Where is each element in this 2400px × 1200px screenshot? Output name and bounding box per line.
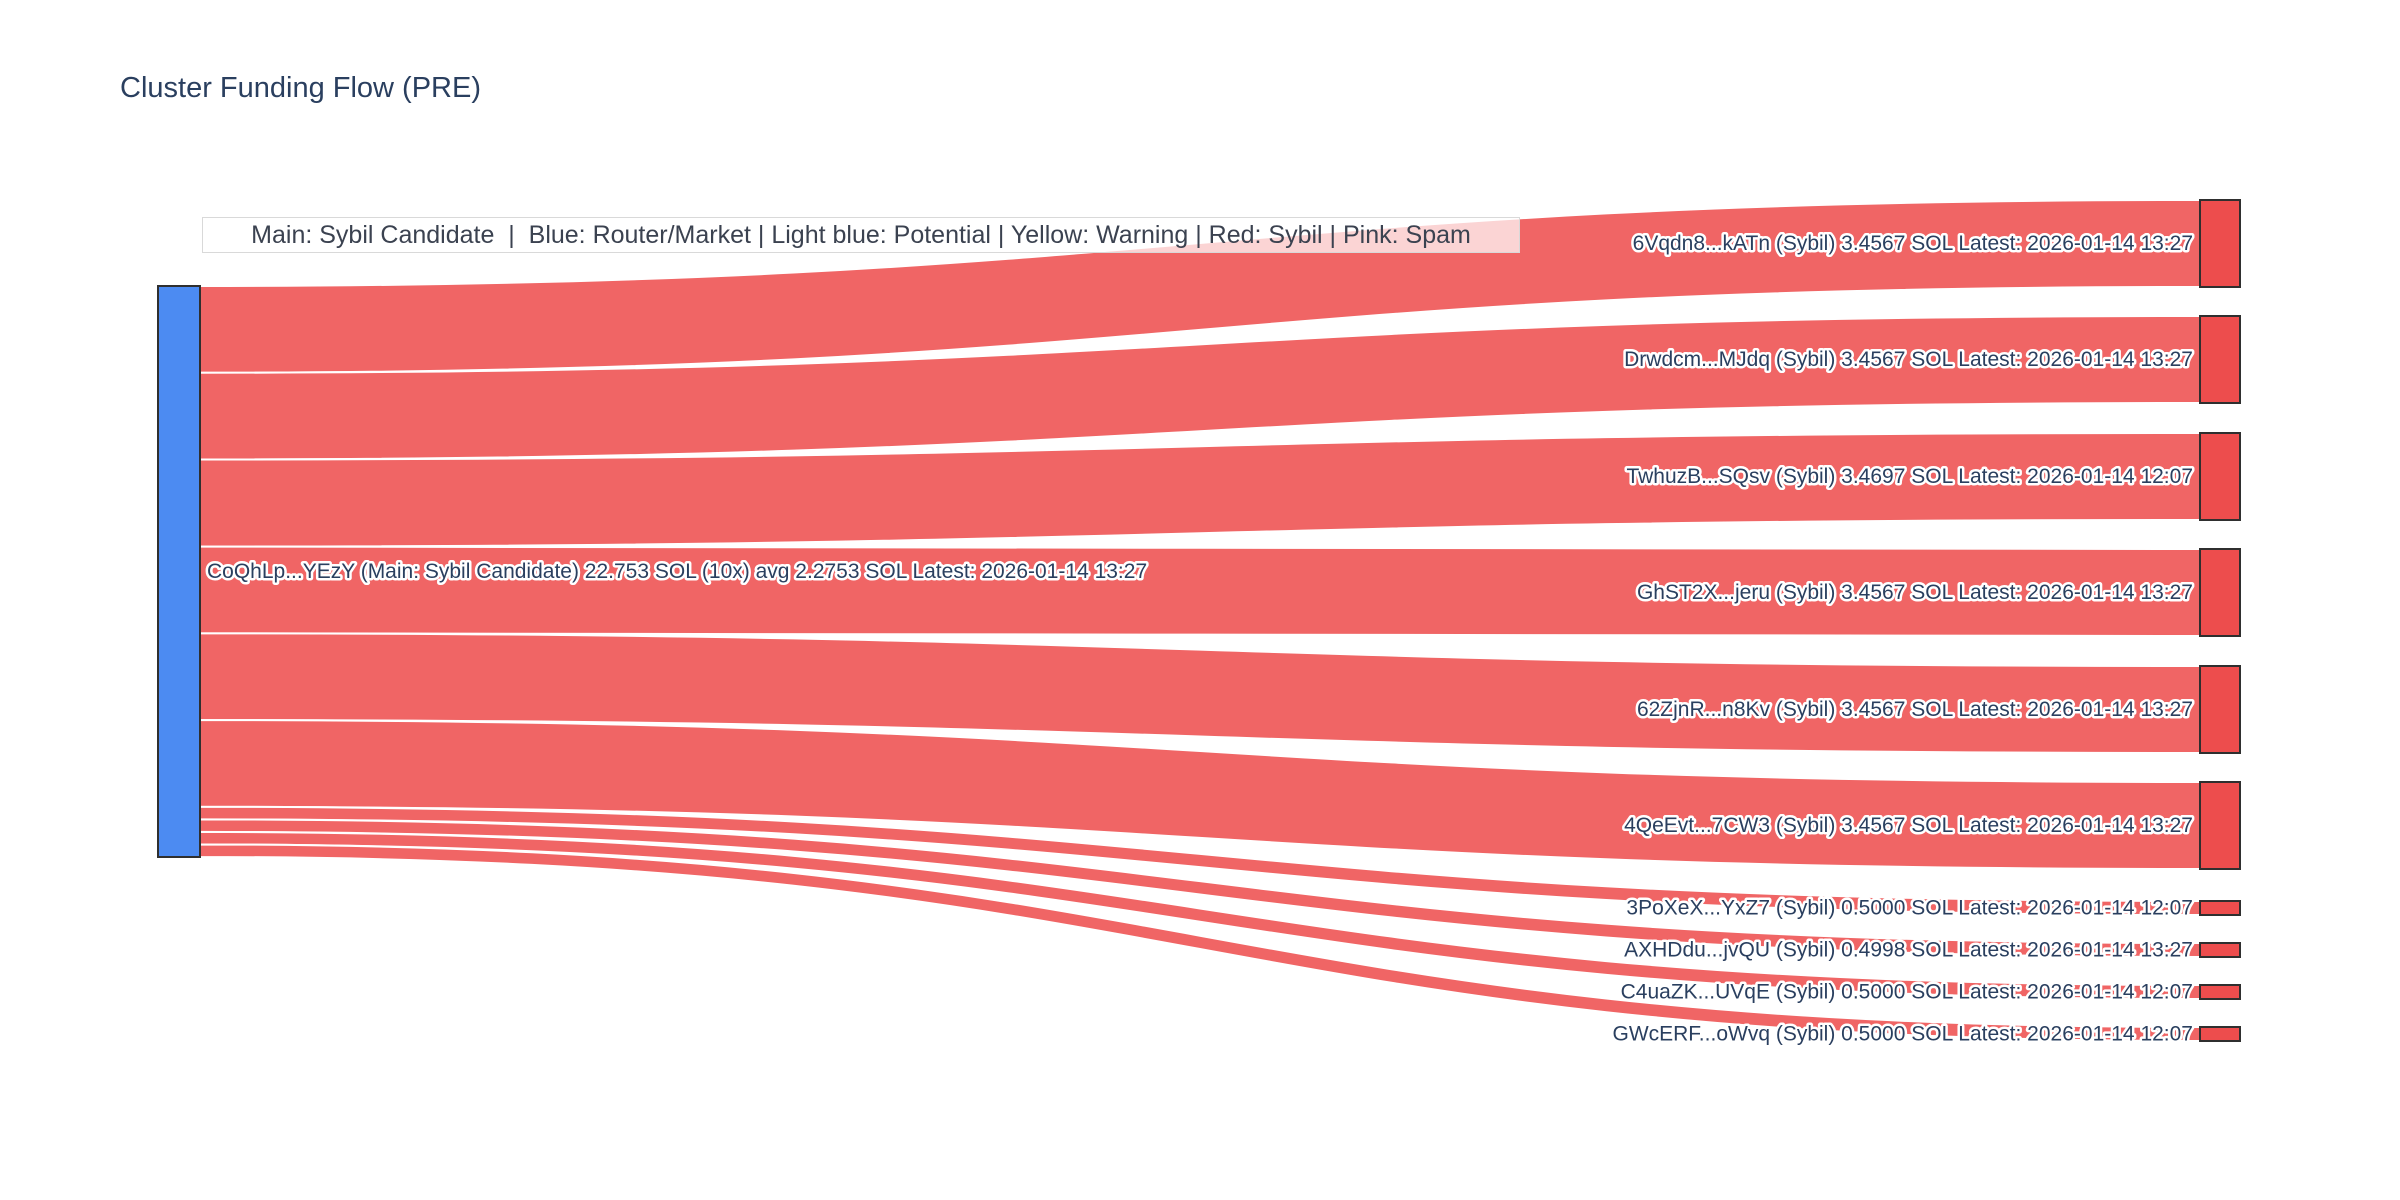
sankey-node-main[interactable] xyxy=(157,285,201,858)
sankey-node-target[interactable] xyxy=(2199,900,2241,916)
sankey-node-target[interactable] xyxy=(2199,942,2241,958)
sankey-node-target[interactable] xyxy=(2199,315,2241,404)
target-node-label: Drwdcm...MJdq (Sybil) 3.4567 SOL Latest:… xyxy=(1624,348,2193,371)
target-node-label: 3PoXeX...YxZ7 (Sybil) 0.5000 SOL Latest:… xyxy=(1626,897,2193,920)
sankey-node-target[interactable] xyxy=(2199,199,2241,288)
target-node-label: C4uaZK...UVqE (Sybil) 0.5000 SOL Latest:… xyxy=(1621,981,2193,1004)
target-node-label: 62ZjnR...n8Kv (Sybil) 3.4567 SOL Latest:… xyxy=(1637,698,2193,721)
sankey-node-target[interactable] xyxy=(2199,665,2241,754)
sankey-node-target[interactable] xyxy=(2199,781,2241,870)
chart-title: Cluster Funding Flow (PRE) xyxy=(120,72,481,104)
sankey-node-target[interactable] xyxy=(2199,432,2241,521)
target-node-label: 4QeEvt...7CW3 (Sybil) 3.4567 SOL Latest:… xyxy=(1624,814,2193,837)
color-legend-note: Main: Sybil Candidate | Blue: Router/Mar… xyxy=(202,217,1520,253)
target-node-label: TwhuzB...SQsv (Sybil) 3.4697 SOL Latest:… xyxy=(1626,465,2193,488)
sankey-node-target[interactable] xyxy=(2199,548,2241,637)
sankey-node-target[interactable] xyxy=(2199,1026,2241,1042)
target-node-label: 6Vqdn8...kATn (Sybil) 3.4567 SOL Latest:… xyxy=(1633,232,2193,255)
target-node-label: GhST2X...jeru (Sybil) 3.4567 SOL Latest:… xyxy=(1637,581,2193,604)
target-node-label: GWcERF...oWvq (Sybil) 0.5000 SOL Latest:… xyxy=(1612,1023,2193,1046)
main-node-label: CoQhLp...YEzY (Main: Sybil Candidate) 22… xyxy=(207,560,1147,583)
sankey-node-target[interactable] xyxy=(2199,984,2241,1000)
target-node-label: AXHDdu...jvQU (Sybil) 0.4998 SOL Latest:… xyxy=(1624,939,2193,962)
